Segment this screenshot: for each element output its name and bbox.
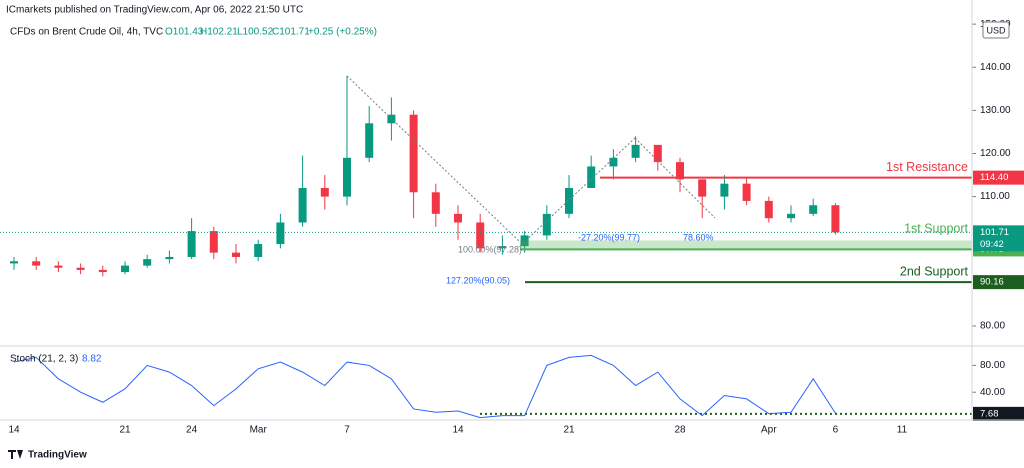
currency[interactable]: USD — [986, 25, 1006, 35]
candle-body — [542, 213, 551, 236]
x-tick-label: 14 — [452, 425, 464, 436]
x-tick-label: 14 — [8, 425, 20, 436]
candle-body — [631, 144, 640, 158]
y-tick-label: 120.00 — [980, 148, 1011, 159]
candle-body — [476, 222, 485, 249]
candle-body — [454, 213, 462, 223]
symbol: CFDs on Brent Crude Oil, 4h, TVC — [10, 27, 163, 38]
y-tick-label: 110.00 — [980, 191, 1010, 202]
level-tag — [973, 170, 1024, 185]
candle-body — [298, 187, 307, 223]
plot: 14 21 24 Mar 7 14 21 28 Apr 6 11 80.00 110.00 120.00 1… — [0, 19, 1024, 436]
x-tick-label: 11 — [897, 425, 908, 436]
footer-brand: TradingView — [28, 450, 87, 461]
candle-body — [809, 205, 818, 214]
quote-high: H102.21 — [200, 27, 238, 38]
y-tick-label: 40.00 — [980, 387, 1005, 398]
x-tick-label: 7 — [344, 425, 350, 436]
candle-body — [787, 213, 795, 219]
candle-body — [609, 157, 618, 167]
x-tick-label: 21 — [119, 425, 131, 436]
candle-body — [98, 269, 107, 273]
candle-body — [431, 192, 440, 214]
candle-body — [409, 114, 418, 193]
candle-body — [232, 252, 240, 257]
candle-body — [209, 231, 218, 253]
candle-body — [276, 222, 285, 245]
published: ICmarkets published on TradingView.com, … — [6, 5, 303, 16]
stoch-current: 8.82 — [82, 354, 102, 365]
currency-box[interactable] — [982, 21, 1010, 39]
stoch-title: Stoch (21, 2, 3) — [10, 354, 78, 365]
last-price-label: 101.71 — [980, 227, 1009, 238]
x-tick-label: 21 — [563, 425, 575, 436]
candle-body — [143, 259, 152, 266]
x-tick-label: Mar — [250, 425, 268, 436]
level-tag-label: 90.16 — [980, 277, 1004, 288]
quote-open: O101.43 — [165, 27, 204, 38]
candle-body — [720, 183, 729, 197]
logo — [8, 450, 23, 459]
fib-label: 127.20%(90.05) — [446, 275, 510, 285]
stoch-level-label: 7.68 — [980, 408, 999, 419]
quote-change: +0.25 (+0.25%) — [308, 27, 377, 38]
candle-body — [54, 265, 63, 268]
candle-body — [764, 200, 773, 219]
fib-label: -27.20%(99.77) — [578, 232, 640, 242]
candle-body — [653, 144, 662, 163]
candle-body — [254, 244, 263, 257]
candle-body — [187, 231, 196, 257]
candle-body — [742, 183, 751, 201]
level-name: 1st Support — [904, 222, 968, 236]
candle-body — [343, 157, 351, 197]
quote-low: L100.52 — [237, 27, 274, 38]
fib-trendlines — [346, 75, 716, 247]
fib-label: 78.60% — [683, 232, 714, 242]
quote-close: C101.71 — [272, 27, 310, 38]
support-zone — [520, 240, 972, 250]
candle-body — [10, 261, 18, 264]
candle-body — [121, 265, 129, 273]
candle-body — [587, 166, 596, 188]
y-tick-label: 140.00 — [980, 62, 1011, 73]
candle-body — [365, 123, 374, 158]
candle-body — [831, 205, 840, 233]
last-price-tag — [973, 225, 1024, 252]
x-tick-label: Apr — [761, 425, 777, 436]
stoch-line — [13, 354, 836, 419]
level-tag — [973, 275, 1024, 290]
x-tick-label: 24 — [186, 425, 198, 436]
y-tick-label: 80.00 — [980, 360, 1005, 371]
y-tick-label: 130.00 — [980, 105, 1011, 116]
fib-label: 100.00%(97.28) — [458, 244, 522, 254]
countdown: 09:42 — [980, 239, 1004, 250]
candle-body — [520, 235, 529, 247]
candle-body — [165, 256, 174, 260]
x-tick-label: 28 — [674, 425, 686, 436]
candle-body — [32, 261, 41, 266]
candle-body — [676, 162, 684, 180]
candle-body — [698, 179, 707, 197]
candle-body — [320, 187, 329, 197]
candle-body — [76, 267, 85, 270]
level-name: 1st Resistance — [886, 160, 968, 174]
x-tick-label: 6 — [833, 425, 839, 436]
level-tag-label: 114.40 — [980, 172, 1008, 183]
candle-body — [498, 246, 507, 249]
y-tick-label: 80.00 — [980, 321, 1005, 332]
stoch-level-tag — [973, 406, 1024, 421]
level-name: 2nd Support — [900, 264, 969, 278]
candle-body — [565, 187, 573, 214]
